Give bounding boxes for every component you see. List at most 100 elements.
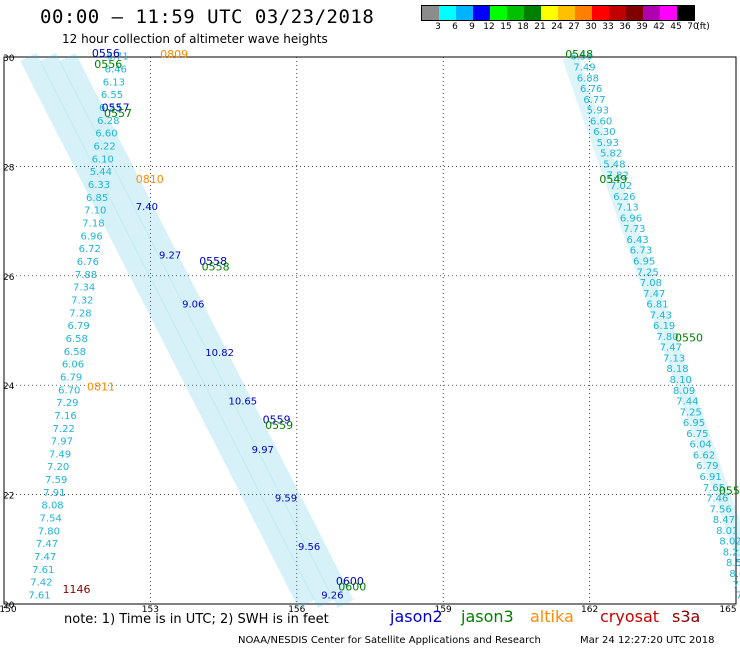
legend-label: (ft) <box>696 22 710 32</box>
swh-value: 6.77 <box>583 95 605 106</box>
credit-line: NOAA/NESDIS Center for Satellite Applica… <box>238 635 541 646</box>
map-subtitle: 12 hour collection of altimeter wave hei… <box>62 32 328 46</box>
swh-value: 7.61 <box>28 591 50 602</box>
swh-value: 8.01 <box>716 526 738 537</box>
pass-time-label: 1146 <box>63 583 91 596</box>
map-border <box>3 56 737 605</box>
swh-value: 6.73 <box>630 246 652 257</box>
swh-value: 7.08 <box>640 278 662 289</box>
swh-value: 7.61 <box>32 565 54 576</box>
swh-value: 7.02 <box>610 181 632 192</box>
swh-values: 6.537.496.886.766.775.936.606.305.935.82… <box>28 52 740 602</box>
swh-value: 9.26 <box>321 591 343 602</box>
swh-value: 7.66 <box>733 580 740 591</box>
swh-value: 6.58 <box>64 347 86 358</box>
swh-value: 7.44 <box>676 397 698 408</box>
satellite-track <box>59 52 354 609</box>
pass-time-label: 0557 <box>104 107 132 120</box>
swh-value: 6.85 <box>86 193 108 204</box>
legend-label: 70 <box>687 22 699 32</box>
swh-value: 6.79 <box>696 461 718 472</box>
legend-swatch <box>626 6 643 20</box>
pass-time-label: 0548 <box>565 48 593 61</box>
swh-value: 5.93 <box>587 106 609 117</box>
satellite-track <box>20 52 315 609</box>
swh-value: 6.88 <box>577 73 599 84</box>
swh-value: 7.20 <box>47 462 69 473</box>
pass-time-label: 055 <box>719 485 740 498</box>
swh-value: 7.28 <box>736 591 740 602</box>
swh-value: 6.62 <box>693 450 715 461</box>
legend-swatch <box>558 6 575 20</box>
swh-value: 8.08 <box>41 501 63 512</box>
swh-value: 6.26 <box>613 192 635 203</box>
x-tick-label: 150 <box>0 605 17 615</box>
y-tick-label: 22 <box>3 492 14 502</box>
swh-value: 8.18 <box>666 364 688 375</box>
x-tick-label: 162 <box>581 605 598 615</box>
swh-value: 6.70 <box>58 385 80 396</box>
swh-value: 10.65 <box>228 396 257 407</box>
swh-value: 7.73 <box>623 224 645 235</box>
swh-value: 6.95 <box>683 418 705 429</box>
y-tick-label: 30 <box>3 54 15 64</box>
swh-value: 7.49 <box>573 63 595 74</box>
swh-value: 6.55 <box>101 90 123 101</box>
legend-label: 45 <box>670 22 682 32</box>
swh-value: 6.19 <box>653 321 675 332</box>
swh-value: 7.13 <box>663 353 685 364</box>
legend-label: 24 <box>551 22 563 32</box>
swh-value: 6.04 <box>690 440 712 451</box>
legend-label: 42 <box>653 22 665 32</box>
swh-value: 6.75 <box>686 429 708 440</box>
swh-value: 7.46 <box>706 494 728 505</box>
pass-time-label: 0559 <box>263 413 291 426</box>
pass-time-label: 0811 <box>87 381 115 394</box>
swh-value: 6.60 <box>590 116 612 127</box>
legend-label: 36 <box>619 22 631 32</box>
swh-value: 7.97 <box>51 437 73 448</box>
swh-value: 7.80 <box>656 332 678 343</box>
color-legend <box>421 5 695 21</box>
swh-value: 6.28 <box>97 116 119 127</box>
legend-label: 15 <box>500 22 512 32</box>
swh-value: 6.30 <box>593 127 615 138</box>
swh-value: 7.10 <box>84 206 106 217</box>
swh-value: 7.28 <box>69 308 91 319</box>
legend-swatch <box>660 6 677 20</box>
swh-value: 6.76 <box>580 84 602 95</box>
swh-value: 8.02 <box>719 537 740 548</box>
pass-time-label: 0558 <box>202 260 230 273</box>
map-title: 00:00 – 11:59 UTC 03/23/2018 <box>40 6 375 28</box>
legend-cryosat: cryosat <box>600 607 660 626</box>
swh-value: 7.47 <box>643 289 665 300</box>
swh-value: 7.49 <box>49 449 71 460</box>
swh-value: 7.54 <box>40 514 62 525</box>
legend-swatch <box>456 6 473 20</box>
swh-value: 6.58 <box>66 334 88 345</box>
swh-value: 7.91 <box>43 488 65 499</box>
swh-value: 7.42 <box>30 578 52 589</box>
swh-value: 8.47 <box>713 515 735 526</box>
swh-value: 6.23 <box>99 103 121 114</box>
swh-value: 6.81 <box>646 300 668 311</box>
axis-ticks: 150 153 156 159 162 165 20 22 24 26 28 30 <box>0 54 737 615</box>
pass-time-label: 0558 <box>199 255 227 268</box>
legend-swatch <box>609 6 626 20</box>
swh-value: 7.43 <box>650 310 672 321</box>
satellite-track <box>39 52 335 609</box>
swh-value: 10.82 <box>205 348 234 359</box>
legend-swatch <box>524 6 541 20</box>
y-tick-label: 26 <box>3 273 15 283</box>
swh-value: 6.79 <box>67 321 89 332</box>
legend-swatch <box>507 6 524 20</box>
swh-value: 7.65 <box>703 483 725 494</box>
legend-jason3: jason3 <box>461 607 514 626</box>
x-tick-label: 156 <box>288 605 305 615</box>
swh-value: 7.13 <box>617 203 639 214</box>
swh-value: 8.52 <box>726 558 740 569</box>
swh-value: 6.72 <box>79 244 101 255</box>
swh-value: 6.71 <box>106 52 128 63</box>
swh-value: 7.22 <box>53 424 75 435</box>
